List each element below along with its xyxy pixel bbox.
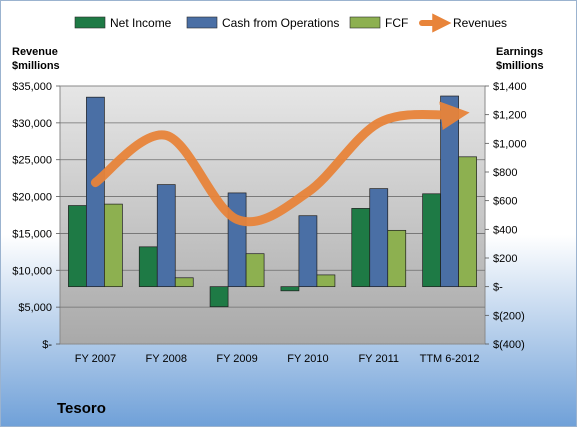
x-tick-label: FY 2007 <box>75 353 116 365</box>
bar-cash-from-operations <box>298 215 318 288</box>
bar-net-income <box>280 286 300 292</box>
left-tick-label: $5,000 <box>18 302 52 314</box>
bar-cash-from-operations <box>440 95 459 288</box>
right-tick-label: $(200) <box>493 310 525 322</box>
left-tick-label: $15,000 <box>12 228 52 240</box>
legend-swatch-net-income <box>74 16 106 29</box>
bar-cash-from-operations <box>156 184 176 288</box>
bar-fcf <box>174 277 194 288</box>
bar-cash-from-operations <box>369 188 389 288</box>
right-tick-label: $800 <box>493 167 517 179</box>
left-axis-title-line2: $millions <box>12 60 60 72</box>
left-tick-label: $10,000 <box>12 265 52 277</box>
bar-fcf <box>245 253 265 288</box>
left-tick-label: $30,000 <box>12 118 52 130</box>
bar-cash-from-operations <box>86 96 105 288</box>
bar-net-income <box>209 286 229 308</box>
x-tick-label: FY 2008 <box>146 353 187 365</box>
bars <box>68 95 477 308</box>
x-tick-label: FY 2009 <box>216 353 257 365</box>
legend-label-net-income: Net Income <box>110 16 172 30</box>
x-axis-ticks: FY 2007 FY 2008 FY 2009 FY 2010 FY 2011 TTM 6… <box>75 353 480 365</box>
right-tick-label: $600 <box>493 196 517 208</box>
bar-fcf <box>387 229 407 288</box>
right-tick-label: $200 <box>493 253 517 265</box>
left-tick-label: $25,000 <box>12 155 52 167</box>
right-tick-label: $(400) <box>493 339 525 351</box>
bar-net-income <box>351 208 371 288</box>
right-tick-label: $- <box>493 282 503 294</box>
legend-swatch-fcf <box>349 16 381 29</box>
left-axis-title-line1: Revenue <box>12 46 58 58</box>
bar-cash-from-operations <box>227 192 247 288</box>
right-tick-label: $400 <box>493 224 517 236</box>
legend-swatch-cash-from-operations <box>186 16 218 29</box>
right-tick-label: $1,000 <box>493 138 527 150</box>
revenues-line <box>90 101 470 227</box>
left-tick-label: $- <box>42 339 52 351</box>
left-tick-label: $35,000 <box>12 81 52 93</box>
bar-net-income <box>68 205 87 288</box>
bar-fcf <box>316 274 336 288</box>
revenue-series <box>90 101 470 227</box>
legend-label-revenues: Revenues <box>453 16 507 30</box>
x-tick-label: FY 2010 <box>287 353 328 365</box>
legend-label-cash-from-operations: Cash from Operations <box>222 16 339 30</box>
right-tick-label: $1,200 <box>493 110 527 122</box>
right-axis-title-line1: Earnings <box>496 46 543 58</box>
right-tick-label: $1,400 <box>493 81 527 93</box>
bar-fcf <box>104 203 123 288</box>
bar-fcf <box>458 156 477 288</box>
right-axis-ticks: $(400) $(200) $- $200 $400 $600 $800 $1,000 $1,2… <box>485 81 527 351</box>
left-axis-ticks: $- $5,000 $10,000 $15,000 $20,000 $25,000 $30,… <box>12 81 60 351</box>
gridlines <box>60 122 485 308</box>
legend-label-fcf: FCF <box>385 16 408 30</box>
legend: Net Income Cash from Operations FCF Reve… <box>74 13 507 33</box>
bar-net-income <box>422 193 441 288</box>
x-tick-label: FY 2011 <box>358 353 399 365</box>
right-axis-title-line2: $millions <box>496 60 544 72</box>
x-tick-label: TTM 6-2012 <box>420 353 480 365</box>
left-tick-label: $20,000 <box>12 192 52 204</box>
bar-net-income <box>138 246 158 288</box>
company-name: Tesoro <box>57 400 106 417</box>
